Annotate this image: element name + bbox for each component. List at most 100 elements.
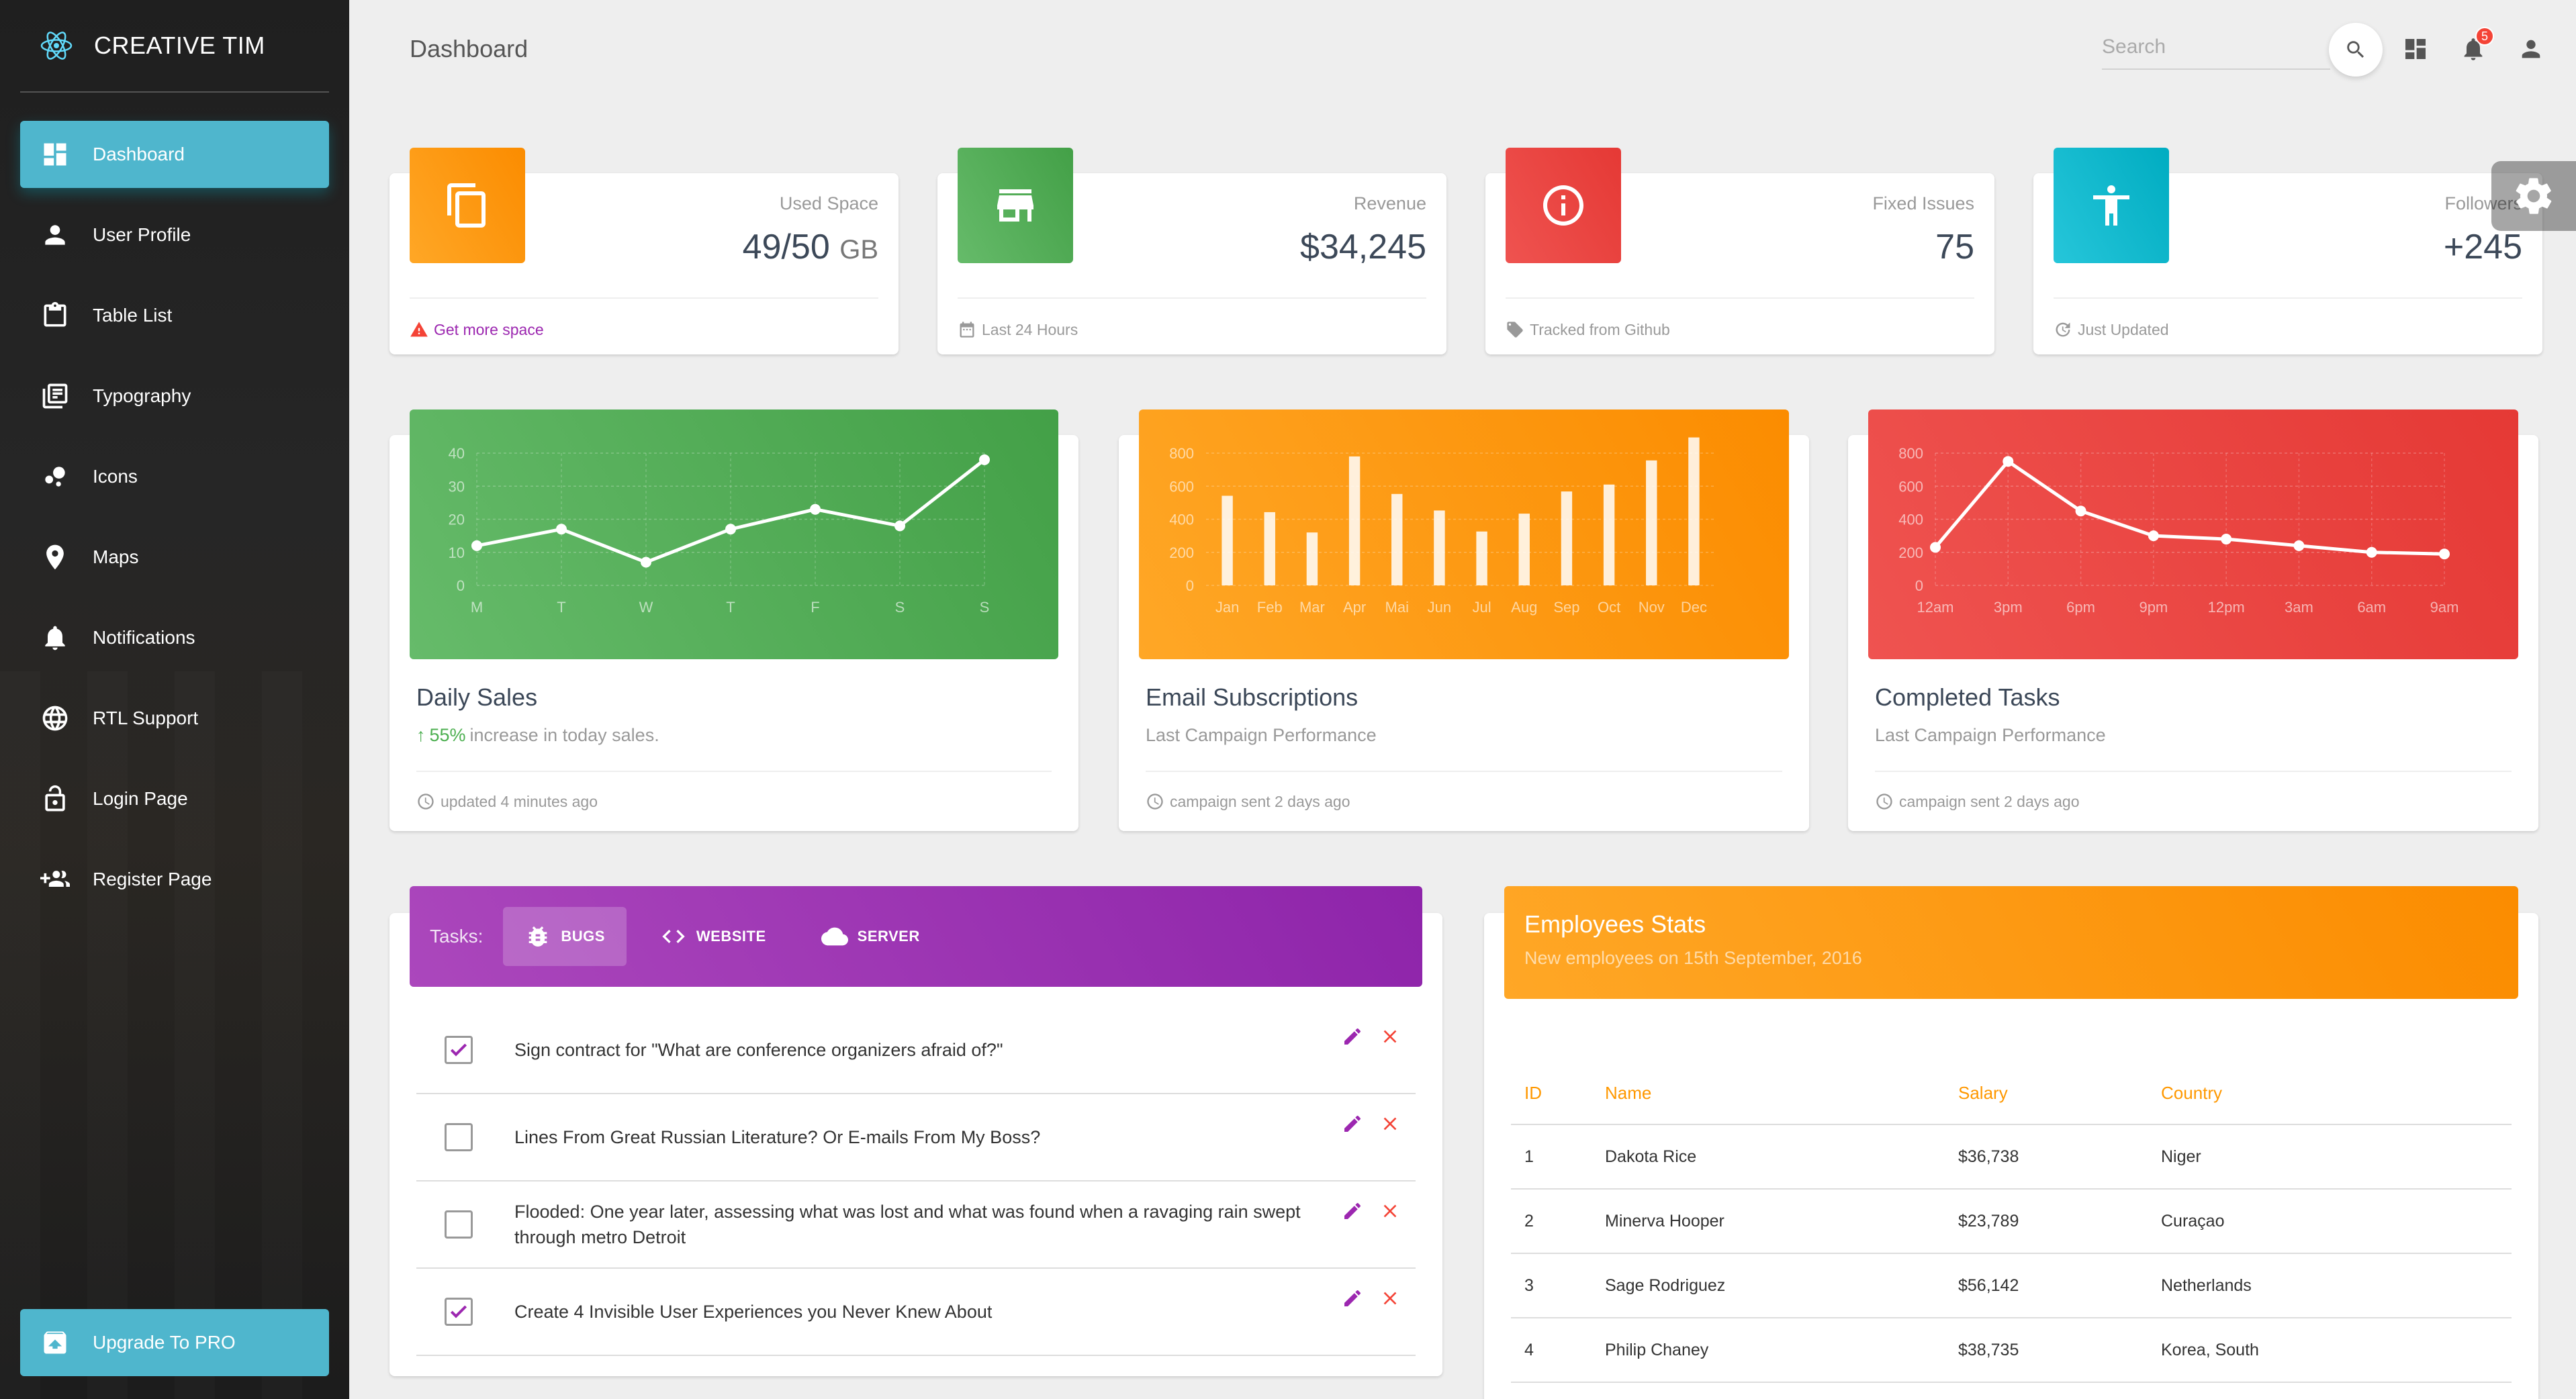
sidebar-item-label: User Profile (93, 224, 191, 245)
task-checkbox[interactable] (445, 1036, 473, 1064)
tasks-card: Tasks: BUGS WEBSITE SERVER Sign contract… (389, 886, 1442, 1376)
task-checkbox[interactable] (445, 1298, 473, 1326)
x-tick-label: F (811, 599, 819, 616)
tab-website[interactable]: WEBSITE (639, 907, 788, 966)
data-point (979, 454, 990, 465)
task-checkbox[interactable] (445, 1123, 473, 1151)
sidebar-item-notifications[interactable]: Notifications (20, 604, 329, 671)
cell-salary: $23,789 (1958, 1211, 2019, 1231)
stat-unit: GB (839, 235, 878, 264)
check-icon (450, 1043, 467, 1057)
data-point (810, 503, 821, 515)
store-icon (997, 189, 1033, 222)
remove-task-button[interactable] (1378, 1286, 1402, 1310)
y-tick-label: 800 (1898, 445, 1923, 462)
remove-task-button[interactable] (1378, 1112, 1402, 1136)
sidebar-item-login-page[interactable]: Login Page (20, 765, 329, 832)
sidebar-item-table-list[interactable]: Table List (20, 282, 329, 349)
y-tick-label: 400 (1169, 512, 1194, 528)
bar (1688, 437, 1700, 585)
brand[interactable]: CREATIVE TIM (20, 0, 329, 93)
sidebar-item-dashboard[interactable]: Dashboard (20, 121, 329, 188)
task-actions (1327, 1112, 1402, 1136)
sidebar: CREATIVE TIM Dashboard User Profile Tabl… (0, 0, 349, 1399)
get-more-space-link[interactable]: Get more space (434, 320, 544, 338)
tab-bugs[interactable]: BUGS (503, 907, 627, 966)
sidebar-item-icons[interactable]: Icons (20, 443, 329, 510)
stat-footer-text: Last 24 Hours (982, 320, 1078, 338)
email-subscriptions-chart-svg: 0 200 400 600 800 Jan Feb Mar Apr Mai Jun Jul Aug Sep… (1169, 437, 1715, 616)
data-point (2439, 548, 2450, 560)
y-tick-label: 200 (1169, 544, 1194, 561)
sidebar-item-register-page[interactable]: Register Page (20, 846, 329, 913)
arrow-upward-icon: ↑ (416, 725, 426, 745)
cell-country: Niger (2161, 1147, 2201, 1166)
info-outline-icon (1543, 185, 1583, 226)
x-tick-label: Feb (1257, 599, 1283, 616)
dashboard-shortcut-button[interactable] (2400, 34, 2431, 64)
x-tick-label: Dec (1681, 599, 1707, 616)
y-tick-label: 0 (457, 577, 465, 594)
tab-server[interactable]: SERVER (800, 907, 941, 966)
tab-label: SERVER (857, 928, 920, 945)
sidebar-item-user-profile[interactable]: User Profile (20, 201, 329, 269)
tasks-header: Tasks: BUGS WEBSITE SERVER (410, 886, 1422, 987)
search-input[interactable] (2102, 27, 2330, 67)
data-point (2366, 546, 2377, 558)
task-text: Create 4 Invisible User Experiences you … (514, 1302, 993, 1322)
x-tick-label: Apr (1343, 599, 1366, 616)
edit-task-button[interactable] (1340, 1286, 1365, 1310)
y-tick-label: 10 (449, 544, 465, 561)
cell-salary: $56,142 (1958, 1275, 2019, 1295)
data-point (894, 520, 905, 532)
notifications-button[interactable]: 5 (2458, 27, 2494, 64)
column-header-salary: Salary (1958, 1082, 2008, 1103)
search-button[interactable] (2329, 23, 2383, 77)
bar (1518, 514, 1530, 585)
task-text: Sign contract for "What are conference o… (514, 1040, 1003, 1060)
cell-id: 4 (1524, 1340, 1534, 1359)
edit-task-button[interactable] (1340, 1112, 1365, 1136)
data-point (2003, 456, 2014, 467)
stat-value: 49/50 GB (743, 227, 878, 267)
task-row: Lines From Great Russian Literature? Or … (416, 1094, 1416, 1181)
cell-country: Korea, South (2161, 1340, 2259, 1359)
sidebar-item-rtl-support[interactable]: RTL Support (20, 685, 329, 752)
dashboard-icon (2405, 39, 2426, 59)
person-icon (2522, 40, 2540, 58)
chart-footer: campaign sent 2 days ago (1875, 771, 2512, 811)
stat-value: +245 (2443, 228, 2522, 267)
column-header-name: Name (1605, 1082, 1652, 1103)
user-menu-button[interactable] (2516, 34, 2546, 64)
task-checkbox[interactable] (445, 1210, 473, 1239)
bar (1476, 531, 1487, 585)
clock-icon (1147, 793, 1163, 810)
x-tick-label: Oct (1598, 599, 1620, 616)
bar (1391, 493, 1403, 585)
chart-subtitle: Last Campaign Performance (1146, 725, 1377, 745)
edit-task-button[interactable] (1340, 1199, 1365, 1223)
sidebar-item-typography[interactable]: Typography (20, 363, 329, 430)
unarchive-icon (40, 1328, 70, 1357)
cell-country: Curaçao (2161, 1211, 2225, 1231)
remove-task-button[interactable] (1378, 1024, 1402, 1049)
react-logo-icon (40, 32, 73, 60)
chart-footer: updated 4 minutes ago (416, 771, 1052, 811)
sidebar-nav: Dashboard User Profile Table List Typogr… (20, 121, 329, 926)
stat-category: Fixed Issues (1872, 193, 1974, 213)
sidebar-item-label: Register Page (93, 869, 212, 889)
lock-icon (40, 784, 70, 814)
task-row: Sign contract for "What are conference o… (416, 1007, 1416, 1094)
remove-task-button[interactable] (1378, 1199, 1402, 1223)
sidebar-item-maps[interactable]: Maps (20, 524, 329, 591)
upgrade-to-pro-button[interactable]: Upgrade To PRO (20, 1309, 329, 1376)
x-tick-label: T (557, 599, 565, 616)
cell-id: 2 (1524, 1211, 1534, 1231)
cell-name: Sage Rodriguez (1605, 1275, 1726, 1295)
x-tick-label: Aug (1511, 599, 1537, 616)
stat-card-used-space: Used Space 49/50 GB Get more space (389, 148, 899, 354)
chart-subtitle: ↑ 55% increase in today sales. (416, 725, 659, 746)
edit-task-button[interactable] (1340, 1024, 1365, 1049)
fixed-settings-plugin[interactable] (2491, 161, 2576, 231)
task-actions (1327, 1286, 1402, 1310)
